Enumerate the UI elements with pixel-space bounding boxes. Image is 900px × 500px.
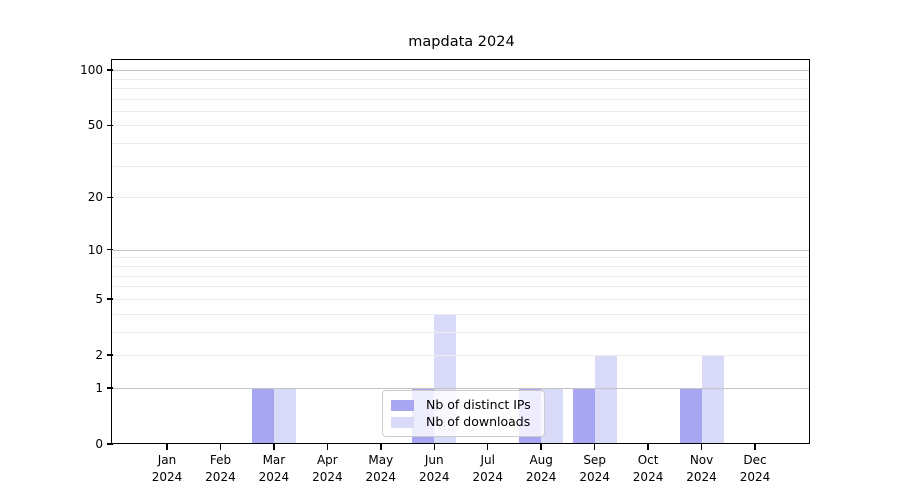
- x-tick-month: Aug: [529, 453, 553, 467]
- x-tick-mark: [273, 444, 275, 450]
- bar-downloads-sep-2024: [594, 355, 617, 444]
- x-tick-year: 2024: [151, 469, 183, 484]
- x-tick-month: Mar: [262, 453, 286, 467]
- x-tick-label: Aug 2024: [501, 452, 581, 485]
- x-tick-month: Nov: [689, 453, 714, 467]
- x-tick-label: Jul 2024: [448, 452, 528, 485]
- x-tick-mark: [326, 444, 329, 450]
- x-tick-mark: [647, 444, 649, 450]
- x-tick-mark: [593, 444, 596, 450]
- x-tick-month: May: [368, 453, 394, 467]
- x-tick-label: Dec 2024: [715, 452, 795, 485]
- y-tick-label: 1: [95, 380, 103, 395]
- x-tick-label: Mar 2024: [234, 452, 314, 485]
- x-tick-label: Jun 2024: [394, 452, 474, 485]
- x-tick-mark: [700, 444, 703, 450]
- y-tick-mark: [107, 443, 113, 445]
- plot-area: [113, 61, 810, 444]
- y-tick-label: 2: [95, 347, 103, 362]
- y-tick-mark: [107, 298, 113, 300]
- x-tick-year: 2024: [205, 469, 236, 484]
- y-tick-mark: [107, 248, 113, 251]
- x-tick-label: Jan 2024: [127, 452, 207, 485]
- y-tick-mark: [107, 124, 113, 127]
- legend: Nb of distinct IPs Nb of downloads: [382, 390, 545, 437]
- y-tick-label: 50: [87, 118, 103, 133]
- x-tick-year: 2024: [686, 469, 717, 484]
- bar-distinct-ips-sep-2024: [572, 387, 595, 444]
- x-tick-year: 2024: [472, 469, 503, 484]
- x-tick-mark: [433, 444, 436, 450]
- bar-downloads-aug-2024: [541, 387, 564, 444]
- x-tick-year: 2024: [312, 469, 343, 484]
- x-tick-year: 2024: [525, 469, 557, 484]
- x-tick-mark: [540, 444, 542, 450]
- y-tick-label: 5: [95, 291, 103, 306]
- y-tick-label: 0: [95, 437, 103, 451]
- bar-downloads-mar-2024: [273, 387, 296, 444]
- x-tick-year: 2024: [418, 469, 450, 484]
- x-tick-mark: [380, 444, 382, 450]
- x-tick-mark: [754, 444, 756, 450]
- x-tick-month: Jun: [424, 453, 444, 467]
- legend-item-distinct-ips: Nb of distinct IPs: [391, 397, 536, 413]
- y-tick-label: 100: [80, 63, 103, 78]
- bar-distinct-ips-mar-2024: [251, 387, 274, 444]
- x-tick-label: Apr 2024: [287, 452, 367, 485]
- y-tick-mark: [107, 196, 113, 199]
- x-tick-label: Oct 2024: [608, 452, 688, 485]
- y-tick-mark: [107, 354, 113, 356]
- bar-distinct-ips-nov-2024: [679, 387, 702, 444]
- legend-label: Nb of distinct IPs: [426, 397, 531, 412]
- x-tick-year: 2024: [739, 469, 771, 484]
- x-tick-month: Jul: [480, 453, 495, 467]
- bars-layer: [113, 61, 810, 444]
- x-tick-month: Sep: [583, 453, 606, 467]
- x-tick-mark: [219, 444, 222, 450]
- x-tick-month: Jan: [157, 453, 177, 467]
- downloads-swatch-icon: [391, 416, 414, 428]
- x-tick-year: 2024: [258, 469, 290, 484]
- chart-title: mapdata 2024: [408, 34, 515, 50]
- x-tick-year: 2024: [365, 469, 397, 484]
- legend-label: Nb of downloads: [426, 414, 531, 429]
- x-tick-label: Feb 2024: [180, 452, 260, 485]
- x-tick-mark: [486, 444, 489, 450]
- distinct-ips-swatch-icon: [391, 399, 414, 411]
- x-tick-year: 2024: [632, 469, 664, 484]
- x-tick-label: May 2024: [341, 452, 421, 485]
- x-tick-month: Dec: [743, 453, 767, 467]
- x-tick-label: Nov 2024: [662, 452, 742, 485]
- y-tick-mark: [107, 387, 113, 389]
- y-tick-label: 20: [87, 190, 103, 205]
- y-tick-mark: [107, 69, 113, 71]
- legend-item-downloads: Nb of downloads: [391, 414, 536, 430]
- x-tick-mark: [166, 444, 168, 450]
- x-tick-month: Feb: [209, 453, 232, 467]
- x-tick-label: Sep 2024: [555, 452, 635, 485]
- bar-downloads-nov-2024: [701, 355, 724, 444]
- x-tick-month: Apr: [316, 453, 338, 467]
- x-tick-month: Oct: [637, 453, 659, 467]
- y-tick-label: 10: [87, 242, 103, 257]
- x-tick-year: 2024: [579, 469, 610, 484]
